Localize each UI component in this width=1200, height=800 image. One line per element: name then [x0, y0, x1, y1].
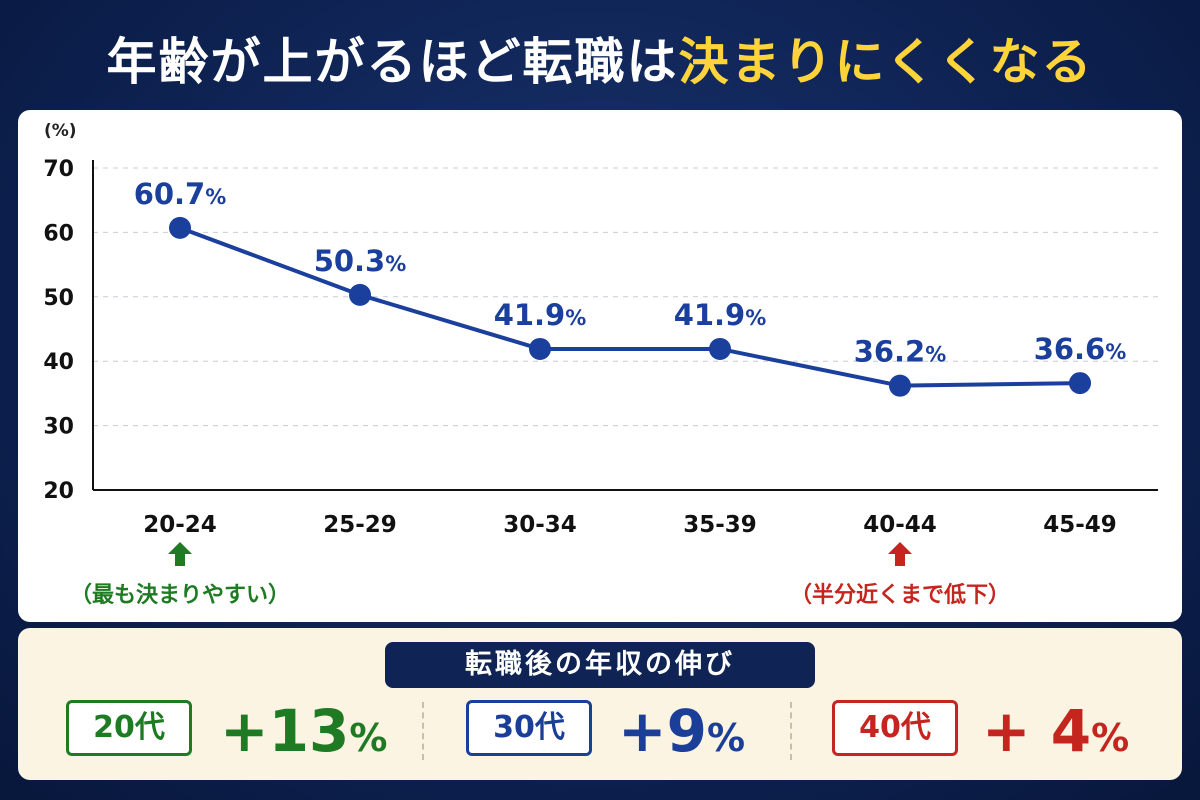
salary-growth-value: +13% — [220, 696, 387, 773]
salary-group-40s: 40代 + 4% — [832, 697, 1162, 770]
data-label: 41.9% — [674, 298, 767, 332]
salary-growth-number: +13 — [220, 697, 350, 765]
salary-growth-unit: % — [349, 716, 388, 760]
y-tick-label: 20 — [43, 479, 74, 504]
salary-growth-number: +9 — [618, 697, 707, 765]
y-tick-label: 60 — [43, 221, 74, 246]
data-point — [349, 283, 371, 306]
x-tick-label: 40-44 — [863, 512, 937, 538]
up-arrow-icon — [168, 542, 192, 566]
x-tick-label: 45-49 — [1043, 512, 1117, 538]
x-tick-label: 25-29 — [323, 512, 397, 538]
salary-growth-unit: % — [1091, 716, 1130, 760]
y-tick-label: 40 — [43, 350, 74, 375]
x-tick-label: 30-34 — [503, 512, 577, 538]
series-line — [179, 226, 1081, 388]
title-part-white: 年齢が上がるほど転職は — [106, 33, 679, 91]
title-part-yellow: 決まりにくくなる — [678, 33, 1094, 91]
y-tick-label: 50 — [43, 286, 74, 311]
page-title: 年齢が上がるほど転職は決まりにくくなる — [0, 22, 1200, 102]
data-label: 41.9% — [494, 298, 587, 332]
salary-age-badge: 30代 — [466, 700, 592, 756]
data-point — [1069, 372, 1091, 395]
salary-growth-unit: % — [706, 716, 746, 760]
annotation-text: （半分近くまで低下） — [790, 582, 1010, 608]
data-label: 36.6% — [1034, 332, 1127, 366]
data-point — [169, 216, 191, 239]
data-point — [529, 337, 551, 360]
data-label: 36.2% — [854, 335, 947, 369]
y-tick-label: 70 — [43, 157, 74, 182]
data-label: 60.7% — [134, 177, 227, 211]
line-chart: (%) 20 30 40 50 60 70 60.7% 20-24 50.3% 25-29 41.9%… — [43, 121, 1158, 608]
salary-group-30s: 30代 +9% — [466, 697, 786, 770]
divider — [422, 702, 424, 760]
salary-title: 転職後の年収の伸び — [385, 642, 815, 688]
chart-panel: (%) 20 30 40 50 60 70 60.7% 20-24 50.3% 25-29 41.9%… — [18, 110, 1182, 622]
salary-growth-number: + 4 — [982, 697, 1092, 765]
annotation-text: （最も決まりやすい） — [70, 583, 290, 608]
salary-growth-value: +9% — [618, 696, 745, 773]
data-point — [709, 337, 731, 360]
salary-age-badge: 20代 — [66, 700, 192, 756]
salary-group-20s: 20代 +13% — [66, 697, 396, 770]
divider — [790, 702, 792, 760]
x-tick-label: 35-39 — [683, 512, 757, 538]
up-arrow-icon — [888, 542, 912, 566]
x-tick-label: 20-24 — [143, 512, 217, 538]
y-tick-label: 30 — [43, 415, 74, 440]
data-point — [889, 374, 911, 397]
salary-age-badge: 40代 — [832, 700, 958, 756]
salary-growth-value: + 4% — [982, 696, 1129, 773]
data-label: 50.3% — [314, 244, 407, 278]
y-axis-unit-label: (%) — [44, 121, 77, 141]
